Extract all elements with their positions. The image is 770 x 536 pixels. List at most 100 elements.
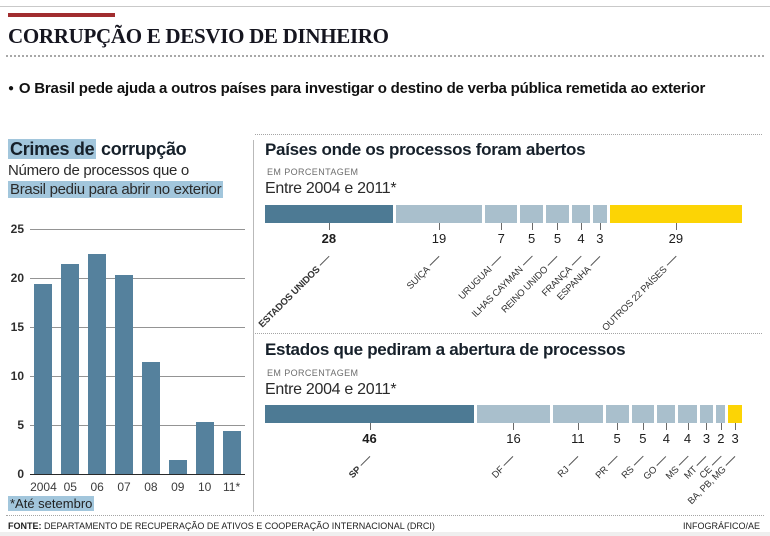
leader-line (666, 255, 677, 266)
tick-estados-unidos (328, 223, 330, 230)
value-ce: 2 (717, 431, 725, 446)
tick-fran-a (580, 223, 582, 230)
segment-go (657, 405, 676, 423)
section1-period-label: Entre 2004 e 2011* (265, 180, 397, 197)
value-go: 4 (662, 431, 670, 446)
leader-line (429, 255, 440, 266)
tick-espanha (599, 223, 601, 230)
leader-line (571, 255, 582, 266)
gridline-20 (30, 278, 245, 279)
leader-line (491, 255, 502, 266)
leader-line (607, 455, 618, 466)
label-text: SP (346, 464, 363, 481)
value-fran-a: 4 (577, 231, 585, 246)
bar-11 (222, 430, 241, 474)
segment-df (477, 405, 550, 423)
left-chart-subtitle: Número de processos que o Brasil pediu p… (8, 161, 224, 199)
segment-ms (678, 405, 697, 423)
segment-estados-unidos (265, 205, 393, 223)
source-label: FONTE: (8, 521, 42, 531)
left-chart-title: Crimes de corrupção (8, 139, 187, 160)
tick-su-a (439, 223, 440, 230)
segment-fran-a (571, 205, 591, 223)
label-text: ESTADOS UNIDOS (256, 264, 323, 331)
plot-area (30, 229, 245, 474)
section1-title: Países onde os processos foram abertos (265, 140, 586, 159)
label-text: OUTROS 22 PAÍSES (600, 264, 670, 334)
stacked-bar (265, 405, 743, 423)
y-axis-label-25: 25 (10, 222, 24, 236)
leader-line (656, 455, 667, 466)
segment-outros-22-pa-ses (609, 205, 742, 223)
bottom-strip (0, 532, 770, 536)
leader-line (360, 455, 371, 466)
section1-unit-label: EM PORCENTAGEM (267, 167, 359, 177)
tick-sp (369, 423, 371, 430)
label-text: SUÍÇA (404, 264, 433, 292)
page-title: CORRUPÇÃO E DESVIO DE DINHEIRO (8, 24, 389, 48)
label-text: MS (663, 464, 681, 482)
gridline-5 (30, 425, 245, 426)
gridline-10 (30, 376, 245, 377)
tick-df (513, 423, 515, 430)
bar-07 (115, 275, 134, 474)
section2-period-label: Entre 2004 e 2011* (265, 381, 397, 398)
y-axis-label-20: 20 (10, 271, 24, 285)
stacked-bar-countries: 28 ESTADOS UNIDOS 19 SUÍÇA 7 URUGUAI 5 ILHAS CA… (257, 205, 742, 334)
label-rj: RJ (556, 453, 583, 480)
bar-09 (168, 460, 187, 474)
headline-divider (6, 55, 764, 57)
bar-slot-10 (191, 229, 218, 474)
bar-06 (88, 253, 107, 474)
value-su-a: 19 (431, 231, 447, 246)
lede: ● O Brasil pede ajuda a outros países par… (8, 80, 705, 97)
value-rs: 5 (639, 431, 647, 446)
tick-ba-pb-mg (735, 423, 737, 430)
label-text: GO (641, 464, 660, 483)
value-espanha: 3 (596, 231, 604, 246)
label-outros-22-pa-ses: OUTROS 22 PAÍSES (600, 253, 681, 334)
tick-ce (720, 423, 722, 430)
bar-10 (195, 422, 214, 474)
x-axis-label-2004: 2004 (30, 480, 57, 494)
label-su-a: SUÍÇA (405, 253, 444, 292)
label-text: PR (593, 464, 611, 482)
segment-espanha (593, 205, 607, 223)
section2-title: Estados que pediram a abertura de proces… (265, 340, 626, 359)
bar-slot-05 (57, 229, 84, 474)
footer-divider (6, 515, 764, 516)
value-estados-unidos: 28 (321, 231, 337, 246)
segment-mt (699, 405, 714, 423)
tick-rj (577, 423, 579, 430)
segment-ba-pb-mg (728, 405, 743, 423)
left-chart-subtitle-line1: Número de processos que o (8, 162, 189, 179)
leader-line (504, 455, 514, 466)
bar-05 (61, 264, 80, 474)
x-axis-label-11: 11* (222, 480, 241, 494)
column-divider (253, 140, 254, 512)
chart-footnote: *Até setembro (8, 496, 95, 511)
tick-outros-22-pa-ses (675, 223, 677, 230)
bar-2004 (34, 283, 53, 474)
left-chart-subtitle-line2: Brasil pediu para abrir no exterior (8, 181, 224, 198)
x-axis-label-07: 07 (117, 480, 131, 494)
segment-rj (552, 405, 603, 423)
bar-chart: 0 5 10 15 20 25 2004 05 06 07 08 09 10 11* (8, 222, 245, 497)
left-chart-title-highlight: Crimes de (8, 139, 97, 159)
leader-line (568, 455, 579, 466)
segment-reino-unido (546, 205, 569, 223)
tick-reino-unido (557, 223, 559, 230)
left-chart-title-rest: corrupção (96, 139, 187, 159)
label-sp: SP (347, 453, 375, 481)
x-axis-label-08: 08 (144, 480, 158, 494)
top-rule (0, 6, 770, 7)
bar-slot-07 (111, 229, 138, 474)
section1-divider (255, 134, 762, 135)
leader-line (725, 455, 736, 466)
segment-uruguai (485, 205, 518, 223)
section2-unit-label: EM PORCENTAGEM (267, 368, 359, 378)
tick-uruguai (501, 223, 503, 230)
leader-line (678, 455, 689, 466)
segment-ce (716, 405, 726, 423)
